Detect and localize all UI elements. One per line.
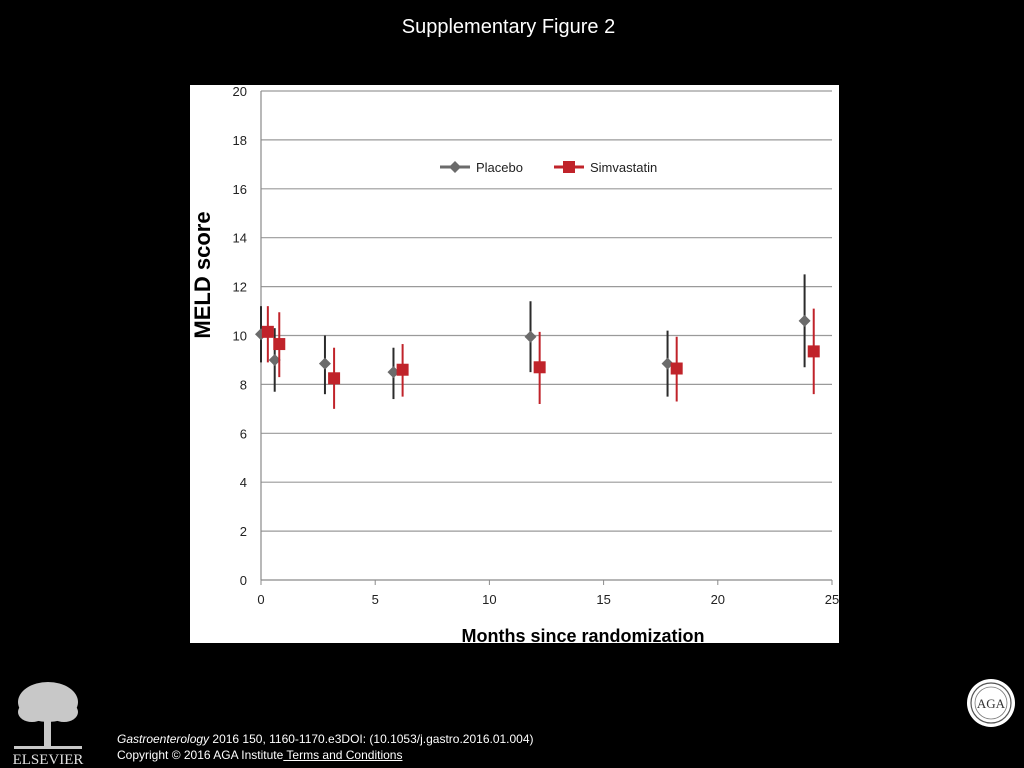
y-tick-label-8: 8 [240, 377, 247, 392]
y-tick-label-0: 0 [240, 573, 247, 588]
y-tick-label-2: 2 [240, 524, 247, 539]
copyright-text: Copyright © 2016 AGA Institute [117, 748, 284, 762]
simvastatin-point [807, 345, 820, 358]
placebo-point [318, 357, 331, 370]
publisher-logo: ELSEVIER [13, 682, 84, 766]
x-tick-label-10: 10 [482, 592, 496, 607]
copyright-line: Copyright © 2016 AGA Institute Terms and… [117, 747, 534, 763]
x-tick-label-20: 20 [711, 592, 725, 607]
publisher-wordmark: ELSEVIER [13, 752, 84, 766]
society-logo: AGA [967, 679, 1015, 727]
citation-block: Gastroenterology 2016 150, 1160-1170.e3D… [117, 731, 534, 763]
x-tick-label-0: 0 [257, 592, 264, 607]
y-tick-label-10: 10 [233, 329, 247, 344]
y-tick-label-18: 18 [233, 133, 247, 148]
simvastatin-point [396, 363, 409, 376]
meld-score-chart: 0 2 4 6 8 10 12 14 16 18 20 0 5 10 15 20 25 Placebo Simva… [190, 85, 839, 643]
citation-details: 2016 150, 1160-1170.e3DOI: (10.1053/j.ga… [209, 732, 534, 746]
legend: Placebo Simvastatin [440, 160, 657, 175]
y-tick-label-6: 6 [240, 426, 247, 441]
simvastatin-point [273, 338, 286, 351]
simvastatin-legend-marker [563, 161, 575, 173]
placebo-point [524, 330, 537, 343]
x-tick-label-5: 5 [372, 592, 379, 607]
society-monogram: AGA [977, 696, 1006, 711]
simvastatin-point [533, 361, 546, 374]
figure-panel: 0 2 4 6 8 10 12 14 16 18 20 0 5 10 15 20 25 Placebo Simva… [190, 85, 839, 643]
y-tick-label-4: 4 [240, 475, 247, 490]
y-axis-title: MELD score [190, 211, 215, 338]
simvastatin-point [670, 362, 683, 375]
placebo-legend-label: Placebo [476, 160, 523, 175]
slide-title: Supplementary Figure 2 [401, 16, 616, 38]
axes: 0 2 4 6 8 10 12 14 16 18 20 0 5 10 15 20 25 [233, 85, 839, 607]
y-tick-label-12: 12 [233, 280, 247, 295]
citation-line: Gastroenterology 2016 150, 1160-1170.e3D… [117, 731, 534, 747]
simvastatin-legend-label: Simvastatin [590, 160, 657, 175]
placebo-legend-marker [449, 161, 461, 173]
terms-link[interactable]: Terms and Conditions [283, 748, 403, 762]
placebo-point [798, 314, 811, 327]
data-series [255, 274, 820, 409]
placebo-point [661, 357, 674, 370]
x-axis-title: Months since randomization [461, 626, 704, 643]
y-tick-label-16: 16 [233, 182, 247, 197]
placebo-point [268, 353, 281, 366]
simvastatin-point [328, 372, 341, 385]
placebo-point [387, 366, 400, 379]
y-tick-label-14: 14 [233, 231, 247, 246]
y-tick-label-20: 20 [233, 85, 247, 99]
simvastatin-point [261, 325, 274, 338]
x-tick-label-15: 15 [596, 592, 610, 607]
x-tick-label-25: 25 [825, 592, 839, 607]
gridlines [261, 90, 832, 532]
journal-name: Gastroenterology [117, 732, 210, 746]
